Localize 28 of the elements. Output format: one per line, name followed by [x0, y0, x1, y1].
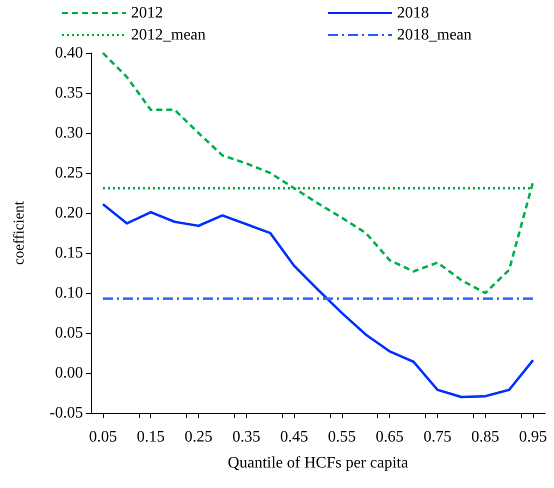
y-tick-label: -0.05: [50, 404, 83, 422]
legend-label: 2012: [131, 4, 163, 22]
line-series: [102, 52, 534, 294]
y-axis-title: coefficient: [12, 200, 28, 265]
y-tick-label: 0.10: [55, 284, 83, 302]
x-tick-label: 0.05: [88, 428, 117, 446]
y-tick-label: 0.15: [55, 244, 83, 262]
y-tick-label: 0.30: [55, 124, 83, 142]
y-tick-label: 0.35: [55, 84, 83, 102]
x-tick-label: 0.25: [184, 428, 213, 446]
x-tick-label: 0.55: [328, 428, 356, 446]
legend-label: 2018_mean: [397, 26, 472, 44]
y-tick-label: 0.00: [55, 364, 83, 382]
y-tick-label: 0.40: [55, 44, 83, 62]
line-series: [102, 202, 534, 398]
legend-label: 2012_mean: [131, 26, 206, 44]
x-axis-title: Quantile of HCFs per capita: [228, 454, 408, 472]
x-tick-label: 0.45: [280, 428, 308, 446]
x-tick-label: 0.85: [471, 428, 500, 446]
y-tick-label: 0.20: [55, 204, 83, 222]
y-tick-label: 0.05: [55, 324, 83, 342]
x-tick-label: 0.35: [232, 428, 260, 446]
x-tick-label: 0.95: [519, 428, 548, 446]
y-tick-label: 0.25: [55, 164, 83, 182]
x-tick-label: 0.65: [376, 428, 404, 446]
x-tick-label: 0.15: [136, 428, 165, 446]
legend-label: 2018: [397, 4, 429, 22]
x-tick-label: 0.75: [423, 428, 452, 446]
